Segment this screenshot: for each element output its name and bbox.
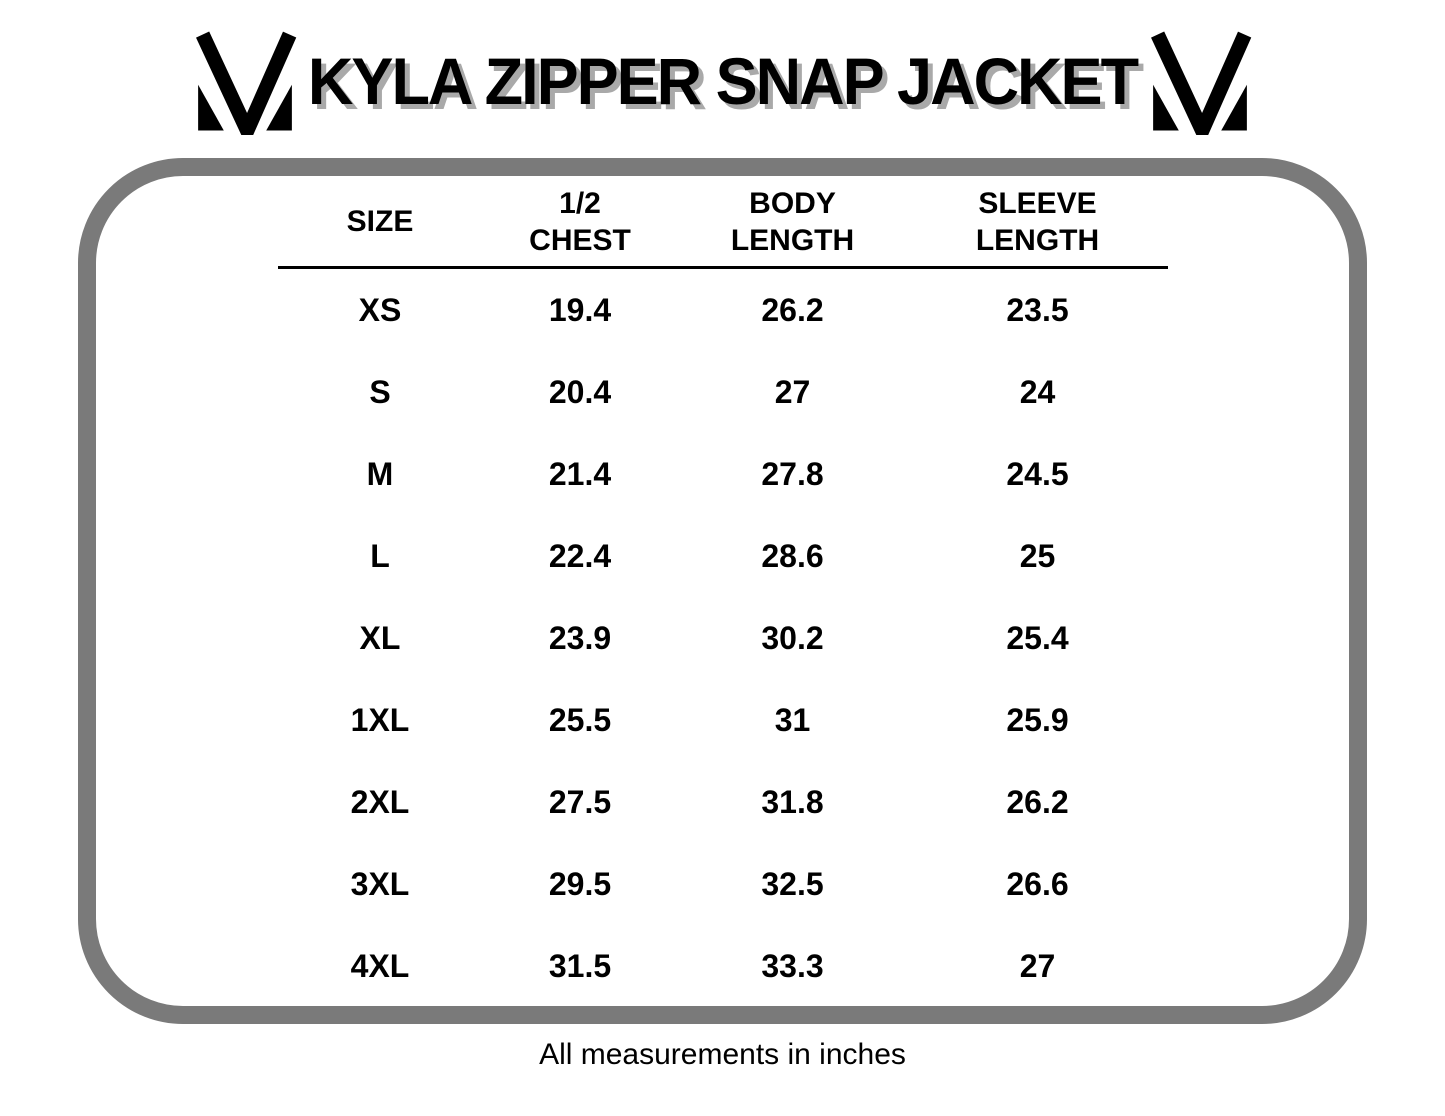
page-title: KYLA ZIPPER SNAP JACKET <box>307 45 1139 119</box>
m-monogram-logo-icon <box>195 31 297 135</box>
body-length-cell: 30.2 <box>761 619 824 656</box>
sleeve-length-cell: 23.5 <box>1006 291 1069 328</box>
column-header-body-length: BODY LENGTH <box>730 186 855 258</box>
footer-note: All measurements in inches <box>539 1038 906 1071</box>
half-chest-cell: 21.4 <box>548 455 612 492</box>
body-length-cell: 33.3 <box>761 947 824 984</box>
half-chest-cell: 25.5 <box>548 701 612 738</box>
half-chest-cell: 31.5 <box>548 947 612 984</box>
body-length-cell: 32.5 <box>761 865 824 902</box>
column-header-half-chest: 1/2 CHEST <box>529 186 631 258</box>
half-chest-cell: 22.4 <box>548 537 612 574</box>
size-cell: 2XL <box>350 783 410 820</box>
sleeve-length-cell: 26.2 <box>1006 783 1069 820</box>
body-length-cell: 26.2 <box>761 291 824 328</box>
column-header-size: SIZE <box>346 205 414 239</box>
column-header-sleeve-length: SLEEVE LENGTH <box>975 186 1100 258</box>
half-chest-cell: 27.5 <box>548 783 612 820</box>
size-cell: L <box>370 537 390 574</box>
sleeve-length-cell: 25.9 <box>1006 701 1069 738</box>
body-length-cell: 27 <box>774 373 811 410</box>
sleeve-length-cell: 24 <box>1019 373 1056 410</box>
body-length-cell: 31 <box>774 701 811 738</box>
size-cell: M <box>366 455 394 492</box>
body-length-cell: 31.8 <box>761 783 824 820</box>
sleeve-length-cell: 25.4 <box>1006 619 1069 656</box>
sleeve-length-cell: 26.6 <box>1006 865 1069 902</box>
body-length-cell: 27.8 <box>761 455 824 492</box>
size-table: SIZE 1/2 CHEST BODY LENGTH SLEEVE LENGTH… <box>277 178 1168 1007</box>
size-cell: 3XL <box>350 865 410 902</box>
brand-header: KYLA ZIPPER SNAP JACKET <box>0 0 1445 150</box>
size-cell: 1XL <box>350 701 410 738</box>
size-chart-panel: SIZE 1/2 CHEST BODY LENGTH SLEEVE LENGTH… <box>78 158 1367 1024</box>
half-chest-cell: 19.4 <box>548 291 612 328</box>
size-cell: XL <box>359 619 401 656</box>
size-cell: S <box>369 373 391 410</box>
sleeve-length-cell: 27 <box>1019 947 1056 984</box>
size-cell: XS <box>358 291 402 328</box>
m-monogram-logo-icon <box>1151 31 1252 135</box>
size-cell: 4XL <box>350 947 410 984</box>
half-chest-cell: 20.4 <box>548 373 612 410</box>
sleeve-length-cell: 24.5 <box>1006 455 1069 492</box>
body-length-cell: 28.6 <box>761 537 824 574</box>
half-chest-cell: 29.5 <box>548 865 612 902</box>
half-chest-cell: 23.9 <box>548 619 612 656</box>
header-divider <box>277 266 1168 269</box>
sleeve-length-cell: 25 <box>1019 537 1056 574</box>
